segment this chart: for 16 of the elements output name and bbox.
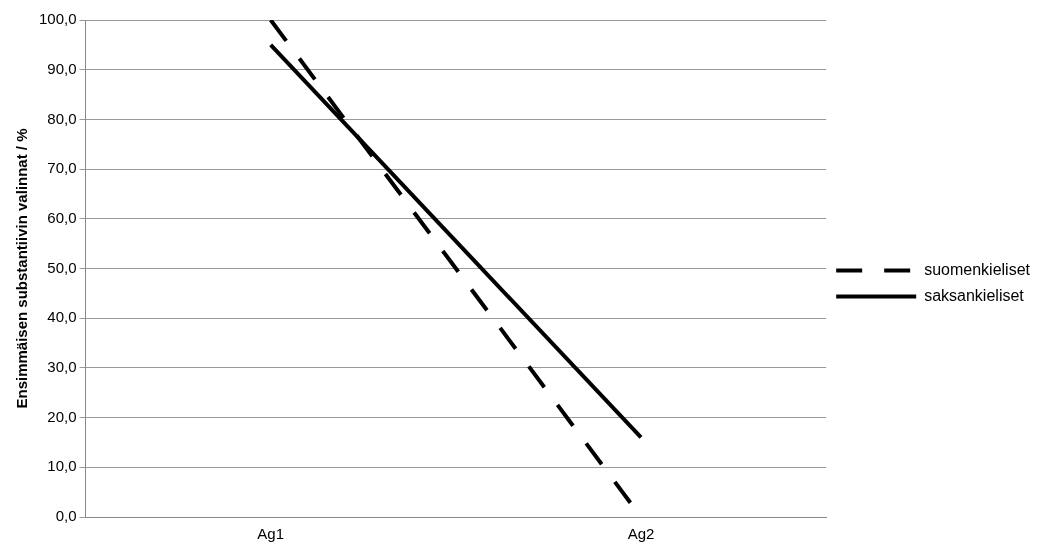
y-tick-label: 20,0 [47,407,77,425]
x-tick-label: Ag1 [257,525,285,543]
y-tick-label: 40,0 [47,308,77,326]
y-tick-label: 10,0 [47,457,77,475]
legend-label: saksankieliset [924,286,1025,304]
y-tick-label: 0,0 [55,507,77,525]
y-tick-label: 90,0 [47,59,77,77]
y-tick-label: 100,0 [38,10,77,28]
y-axis-title: Ensimmäisen substantiivin valinnat / % [13,128,31,409]
x-tick-label: Ag2 [627,525,655,543]
legend-label: suomenkieliset [924,260,1031,278]
y-tick-label: 30,0 [47,358,77,376]
y-tick-label: 70,0 [47,159,77,177]
y-tick-label: 50,0 [47,258,77,276]
y-tick-label: 60,0 [47,208,77,226]
y-tick-label: 80,0 [47,109,77,127]
